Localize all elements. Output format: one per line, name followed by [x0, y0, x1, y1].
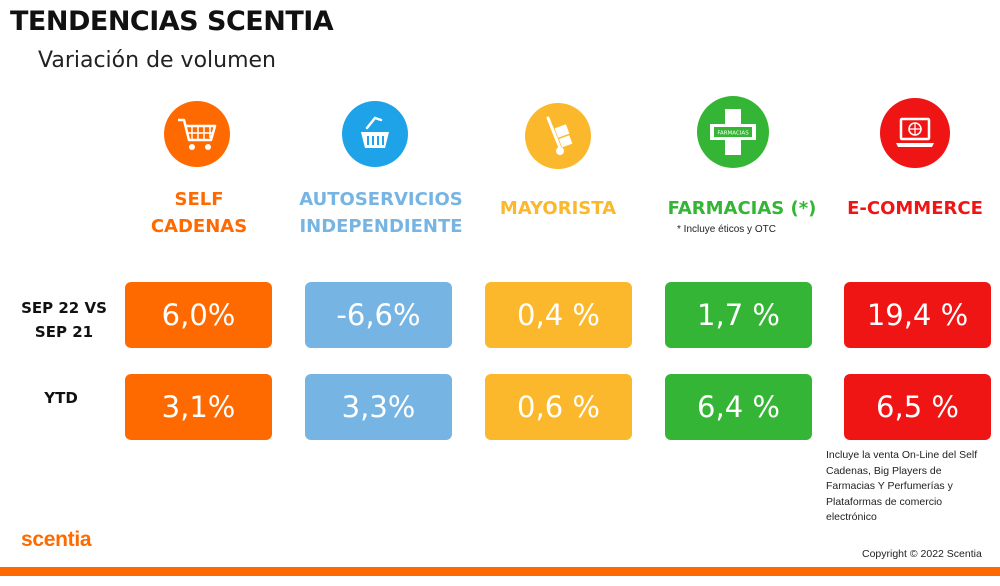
value-tile-autoservicios-ytd: 3,3% — [305, 374, 452, 440]
basket-icon — [342, 101, 408, 167]
category-label-line1: AUTOSERVICIOS — [299, 189, 463, 210]
ecommerce-footnote: Incluye la venta On-Line del Self Cadena… — [826, 449, 978, 523]
shopping-cart-icon — [164, 101, 230, 167]
value-tile-autoservicios-sep: -6,6% — [305, 282, 452, 348]
category-label-line1: SELF — [174, 189, 224, 210]
copyright-text: Copyright © 2022 Scentia — [862, 548, 982, 560]
value-tile-ecommerce-ytd: 6,5 % — [844, 374, 991, 440]
value-tile-ecommerce-sep: 19,4 % — [844, 282, 991, 348]
category-label-line2: INDEPENDIENTE — [299, 216, 463, 237]
scentia-logo: scentia — [21, 528, 92, 551]
value-tile-mayorista-sep: 0,4 % — [485, 282, 632, 348]
farmacias-note: * Incluye éticos y OTC — [677, 224, 776, 235]
row-label-line1: YTD — [44, 389, 78, 407]
row-label-line2: SEP 21 — [34, 323, 94, 341]
row-label-sep: SEP 22 VS SEP 21 — [19, 296, 109, 344]
row-label-line1: SEP 22 VS — [21, 299, 107, 317]
category-self-cadenas: SELF CADENAS — [109, 186, 289, 240]
svg-text:FARMACIAS: FARMACIAS — [717, 131, 749, 137]
category-farmacias: FARMACIAS (*) — [652, 195, 832, 222]
row-label-ytd: YTD — [16, 386, 106, 410]
value-tile-self-cadenas-sep: 6,0% — [125, 282, 272, 348]
page-subtitle: Variación de volumen — [38, 48, 277, 73]
category-autoservicios: AUTOSERVICIOS INDEPENDIENTE — [291, 186, 471, 240]
category-label-line1: E-COMMERCE — [847, 198, 983, 219]
category-mayorista: MAYORISTA — [468, 195, 648, 222]
hand-truck-icon — [525, 103, 591, 169]
laptop-globe-icon — [880, 98, 950, 168]
category-ecommerce: E-COMMERCE — [825, 195, 1000, 222]
value-tile-self-cadenas-ytd: 3,1% — [125, 374, 272, 440]
page-title: TENDENCIAS SCENTIA — [10, 6, 334, 37]
pharmacy-cross-icon: FARMACIAS — [697, 96, 769, 168]
value-tile-farmacias-sep: 1,7 % — [665, 282, 812, 348]
category-label-line1: FARMACIAS (*) — [667, 198, 817, 219]
category-label-line2: CADENAS — [150, 216, 248, 237]
value-tile-mayorista-ytd: 0,6 % — [485, 374, 632, 440]
bottom-accent-bar — [0, 567, 1000, 576]
category-label-line1: MAYORISTA — [499, 198, 617, 219]
value-tile-farmacias-ytd: 6,4 % — [665, 374, 812, 440]
